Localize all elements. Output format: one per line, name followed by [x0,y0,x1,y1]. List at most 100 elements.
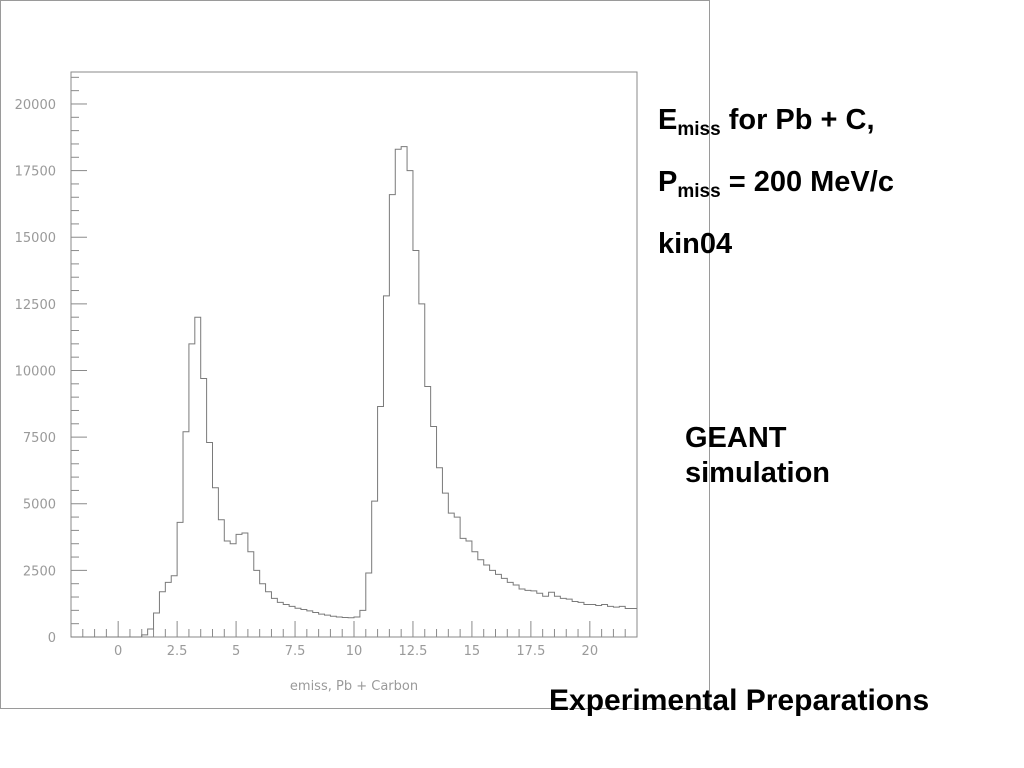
histogram-bin [248,552,254,637]
histogram-bin [207,442,213,637]
histogram-bin [171,576,177,637]
histogram-bin [260,584,266,637]
histogram-bin [177,522,183,637]
histogram-bin [590,604,596,637]
histogram-bin [389,195,395,637]
histogram-bin [448,513,454,637]
x-tick-label: 2.5 [167,644,188,659]
y-tick-label: 0 [48,631,56,646]
histogram-bin [183,432,189,637]
annotation-kinematics: kin04 [658,228,733,260]
histogram-bin [490,570,496,637]
histogram-bin [608,606,614,637]
histogram-bin [360,610,366,637]
histogram-bin [142,635,148,637]
histogram-bin [342,618,348,637]
histogram-bin [537,593,543,637]
histogram-bin [336,617,342,637]
histogram-bin [425,386,431,637]
histogram-bin [189,344,195,637]
histogram-bin [254,570,260,637]
y-tick-label: 12500 [15,298,56,313]
histogram-bin [407,171,413,637]
histogram-bin [301,610,307,637]
histogram-bin [496,574,502,637]
histogram-bin [572,602,578,637]
histogram-bin [460,538,466,637]
histogram-bin [236,534,242,637]
histogram-bin [431,426,437,637]
histogram-bin [154,613,160,637]
histogram-bin [484,565,490,637]
histogram-bin [277,602,283,637]
histogram-bin [513,585,519,637]
histogram-bin [330,616,336,637]
x-tick-label: 10 [346,644,363,659]
x-tick-label: 7.5 [285,644,306,659]
histogram-bin [354,617,360,637]
histogram-bin [501,578,507,637]
slide-title: Experimental Preparations [549,684,930,717]
histogram-bin [619,606,625,637]
histogram-bin [631,608,637,637]
histogram-bin [319,614,325,637]
figure-frame [0,0,710,709]
histogram-bin [507,582,513,637]
histogram-bin [271,598,277,637]
histogram-bin [159,592,165,637]
histogram-bin [307,611,313,637]
histogram-line [71,146,637,638]
histogram-bin [348,618,354,637]
histogram-bin [148,629,154,637]
y-tick-label: 7500 [23,431,56,446]
histogram-bin [295,608,301,637]
y-tick-label: 10000 [15,364,56,379]
histogram-bin [325,615,331,637]
histogram-bin [224,541,230,637]
histogram-bin [413,251,419,637]
annotation-geant: GEANT simulation [685,422,831,489]
y-tick-label: 17500 [15,165,56,180]
histogram-bin [283,604,289,637]
histogram-bin [230,544,236,637]
histogram-bin [549,592,555,637]
annotation-pmiss: Pmiss = 200 MeV/c [658,166,894,202]
histogram-bin [566,599,572,637]
histogram-bin [201,378,207,637]
histogram-bin [195,317,201,637]
histogram-bin [378,406,384,637]
histogram-bin [266,592,272,637]
x-tick-label: 5 [232,644,240,659]
histogram-bin [596,606,602,637]
histogram-bin [218,520,224,637]
y-tick-label: 2500 [23,564,56,579]
histogram-bin [437,468,443,637]
histogram-bin [584,604,590,637]
plot-frame [70,71,638,638]
x-axis-label: emiss, Pb + Carbon [290,679,418,694]
histogram-bin [165,582,171,637]
histogram-bin [289,606,295,637]
histogram-bin [395,149,401,637]
annotation-emiss: Emiss for Pb + C, [658,104,875,140]
histogram-bin [442,493,448,637]
histogram-bin [554,596,560,637]
histogram-bin [578,602,584,637]
x-tick-label: 0 [114,644,122,659]
histogram-bin [372,501,378,637]
histogram-bin [472,552,478,637]
histogram-bin [242,533,248,637]
x-tick-label: 20 [582,644,599,659]
histogram-bin [531,591,537,637]
x-tick-label: 12.5 [398,644,427,659]
x-tick-label: 15 [464,644,481,659]
histogram-bin [519,589,525,637]
histogram-bin [602,604,608,637]
histogram-bin [313,612,319,637]
histogram-bin [525,590,531,637]
histogram-bin [466,541,472,637]
y-tick-label: 5000 [23,498,56,513]
y-tick-label: 15000 [15,231,56,246]
histogram-bin [454,517,460,637]
